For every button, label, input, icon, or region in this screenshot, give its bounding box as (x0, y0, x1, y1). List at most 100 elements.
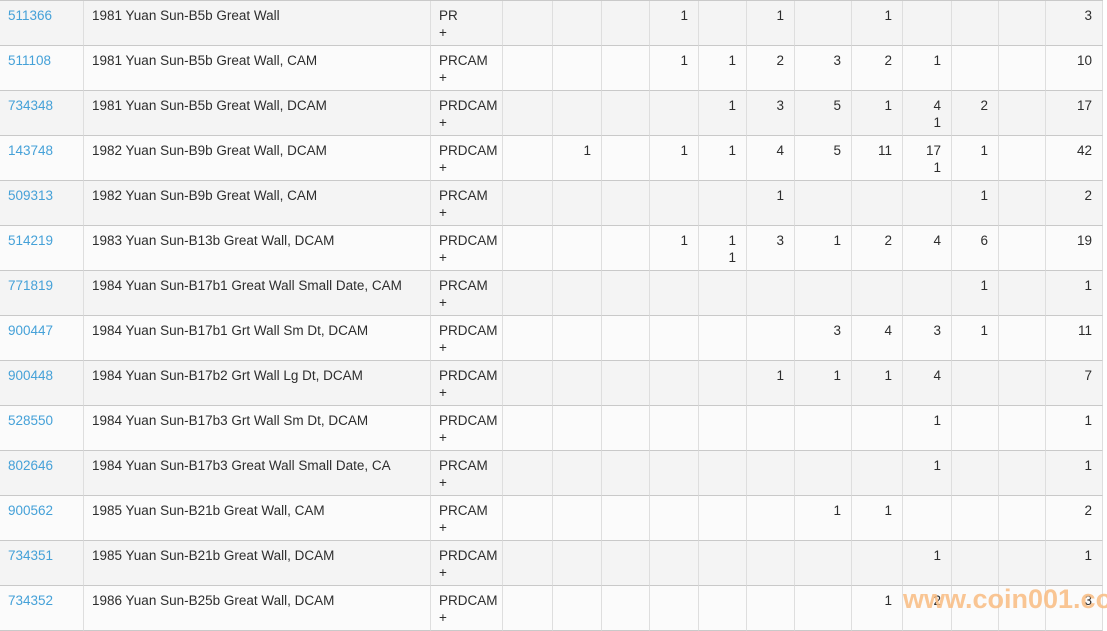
coin-id-cell: 734348 (0, 91, 84, 136)
grade-count-cell (952, 406, 999, 451)
coin-description: 1981 Yuan Sun-B5b Great Wall (84, 1, 431, 46)
coin-description: 1986 Yuan Sun-B25b Great Wall, DCAM (84, 586, 431, 631)
grade-count-cell: 1 (650, 1, 699, 46)
coin-id-link[interactable]: 900448 (8, 368, 54, 383)
grade-count-cell (747, 271, 795, 316)
coin-id-link[interactable]: 734352 (8, 593, 54, 608)
coin-id-link[interactable]: 734348 (8, 98, 54, 113)
grade-count-cell (903, 271, 952, 316)
grade-count-cell (553, 541, 602, 586)
coin-id-link[interactable]: 900562 (8, 503, 54, 518)
designation: PRDCAM + (431, 541, 503, 586)
grade-count-cell: 1 (553, 136, 602, 181)
coin-id-link[interactable]: 509313 (8, 188, 54, 203)
grade-count-cell (699, 316, 747, 361)
table-row: 771819 1984 Yuan Sun-B17b1 Great Wall Sm… (0, 271, 1103, 316)
grade-count-cell (602, 181, 650, 226)
coin-id-link[interactable]: 900447 (8, 323, 54, 338)
grade-count-cell (602, 586, 650, 631)
grade-count-cell (650, 181, 699, 226)
total-count: 10 (1046, 46, 1103, 91)
grade-count-cell (999, 1, 1046, 46)
grade-count-cell (553, 271, 602, 316)
coin-id-link[interactable]: 511366 (8, 8, 53, 23)
designation: PR + (431, 1, 503, 46)
grade-count-cell (952, 46, 999, 91)
grade-count-cell (699, 181, 747, 226)
coin-id-link[interactable]: 734351 (8, 548, 54, 563)
coin-id-link[interactable]: 528550 (8, 413, 54, 428)
grade-count-cell: 2 (852, 46, 903, 91)
grade-count-cell (602, 271, 650, 316)
grade-count-cell (602, 226, 650, 271)
grade-count-cell: 11 (852, 136, 903, 181)
coin-id-link[interactable]: 802646 (8, 458, 54, 473)
grade-count-cell: 1 (795, 226, 852, 271)
grade-count-cell (952, 361, 999, 406)
table-row: 900448 1984 Yuan Sun-B17b2 Grt Wall Lg D… (0, 361, 1103, 406)
coin-description: 1984 Yuan Sun-B17b3 Great Wall Small Dat… (84, 451, 431, 496)
designation: PRDCAM + (431, 136, 503, 181)
coin-id-cell: 511366 (0, 1, 84, 46)
grade-count-cell (852, 271, 903, 316)
grade-count-cell: 3 (795, 316, 852, 361)
grade-count-cell (503, 586, 553, 631)
grade-count-cell: 1 (852, 1, 903, 46)
grade-count-cell (503, 1, 553, 46)
grade-count-cell (795, 271, 852, 316)
grade-count-cell (852, 181, 903, 226)
grade-count-cell (747, 586, 795, 631)
grade-count-cell (795, 1, 852, 46)
grade-count-cell: 4 (852, 316, 903, 361)
coin-id-link[interactable]: 511108 (8, 53, 52, 68)
grade-count-cell (553, 181, 602, 226)
coin-id-link[interactable]: 514219 (8, 233, 54, 248)
grade-count-cell: 1 1 (699, 226, 747, 271)
grade-count-cell (999, 91, 1046, 136)
designation: PRCAM + (431, 451, 503, 496)
grade-count-cell (747, 316, 795, 361)
coin-description: 1982 Yuan Sun-B9b Great Wall, CAM (84, 181, 431, 226)
grade-count-cell (553, 406, 602, 451)
grade-count-cell (553, 451, 602, 496)
grade-count-cell (650, 271, 699, 316)
grade-count-cell (699, 541, 747, 586)
grade-count-cell (650, 316, 699, 361)
grade-count-cell: 1 (795, 361, 852, 406)
grade-count-cell: 1 (952, 181, 999, 226)
coin-description: 1981 Yuan Sun-B5b Great Wall, DCAM (84, 91, 431, 136)
grade-count-cell (503, 541, 553, 586)
grade-count-cell: 5 (795, 136, 852, 181)
grade-count-cell (747, 451, 795, 496)
grade-count-cell (852, 451, 903, 496)
coin-description: 1981 Yuan Sun-B5b Great Wall, CAM (84, 46, 431, 91)
grade-count-cell (503, 361, 553, 406)
grade-count-cell (650, 91, 699, 136)
grade-count-cell: 3 (747, 91, 795, 136)
grade-count-cell (553, 226, 602, 271)
total-count: 2 (1046, 181, 1103, 226)
grade-count-cell (999, 586, 1046, 631)
grade-count-cell (747, 541, 795, 586)
grade-count-cell (553, 91, 602, 136)
designation: PRDCAM + (431, 406, 503, 451)
grade-count-cell: 2 (747, 46, 795, 91)
coin-id-link[interactable]: 143748 (8, 143, 54, 158)
coin-id-cell: 528550 (0, 406, 84, 451)
coin-description: 1984 Yuan Sun-B17b2 Grt Wall Lg Dt, DCAM (84, 361, 431, 406)
grade-count-cell (602, 91, 650, 136)
grade-count-cell (952, 1, 999, 46)
designation: PRCAM + (431, 271, 503, 316)
total-count: 2 (1046, 496, 1103, 541)
grade-count-cell (852, 406, 903, 451)
coin-description: 1984 Yuan Sun-B17b1 Great Wall Small Dat… (84, 271, 431, 316)
grade-count-cell (999, 496, 1046, 541)
grade-count-cell (795, 406, 852, 451)
grade-count-cell (503, 136, 553, 181)
grade-count-cell: 4 (747, 136, 795, 181)
grade-count-cell (795, 451, 852, 496)
grade-count-cell: 1 (699, 91, 747, 136)
coin-id-link[interactable]: 771819 (8, 278, 54, 293)
grade-count-cell (503, 181, 553, 226)
grade-count-cell: 3 (903, 316, 952, 361)
